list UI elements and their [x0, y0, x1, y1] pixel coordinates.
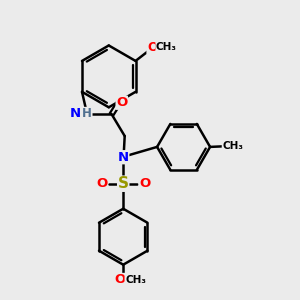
Text: S: S	[118, 176, 129, 191]
Text: O: O	[114, 274, 125, 286]
Text: CH₃: CH₃	[156, 42, 177, 52]
Text: O: O	[139, 177, 150, 190]
Text: CH₃: CH₃	[222, 141, 243, 151]
Text: O: O	[147, 40, 158, 54]
Text: N: N	[70, 107, 81, 120]
Text: O: O	[96, 177, 107, 190]
Text: CH₃: CH₃	[125, 275, 146, 285]
Text: H: H	[82, 107, 92, 120]
Text: N: N	[118, 151, 129, 164]
Text: O: O	[116, 96, 128, 109]
